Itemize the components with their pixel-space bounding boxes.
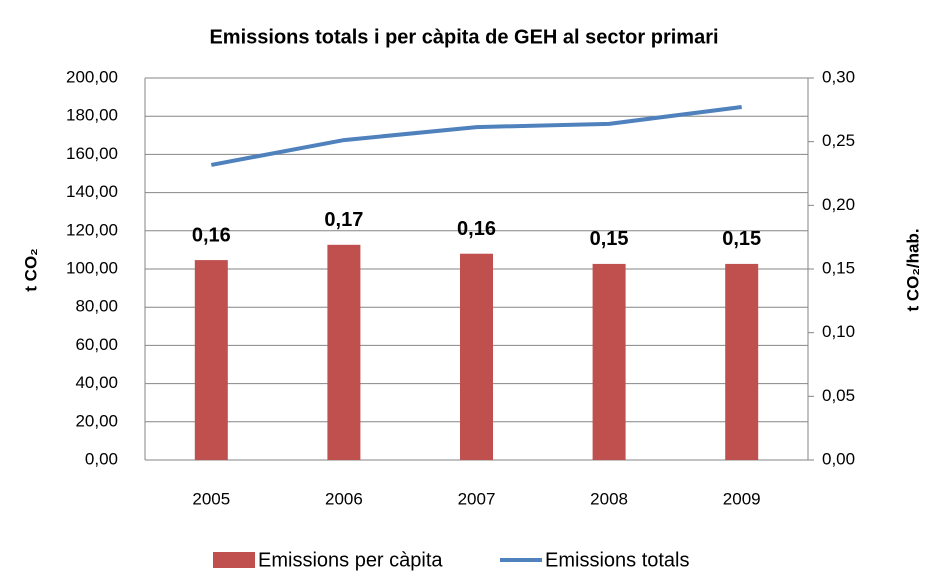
y-tick-label: 40,00 [75, 373, 118, 392]
x-tick-label: 2007 [458, 489, 496, 508]
data-label: 0,16 [457, 218, 496, 240]
data-label: 0,16 [192, 224, 231, 246]
data-label: 0,15 [590, 228, 629, 250]
x-tick-label: 2005 [192, 489, 230, 508]
chart-title: Emissions totals i per càpita de GEH al … [209, 26, 718, 48]
y2-tick-label: 0,00 [822, 449, 855, 468]
y-tick-label: 160,00 [66, 144, 118, 163]
x-tick-label: 2009 [723, 489, 761, 508]
y-tick-label: 80,00 [75, 297, 118, 316]
data-label: 0,15 [722, 228, 761, 250]
y-tick-label: 140,00 [66, 182, 118, 201]
bar [327, 244, 361, 460]
line [210, 105, 742, 167]
bar [592, 263, 626, 460]
y2-tick-label: 0,25 [822, 131, 855, 150]
y2-tick-label: 0,05 [822, 386, 855, 405]
bar [460, 253, 493, 460]
y-tick-label: 180,00 [66, 106, 118, 125]
bar [194, 260, 228, 460]
x-tick-label: 2008 [590, 489, 628, 508]
y-tick-label: 100,00 [66, 258, 118, 277]
y2-axis-title: t CO₂/hab. [903, 228, 922, 311]
y2-tick-label: 0,20 [822, 195, 855, 214]
legend-label: Emissions per càpita [258, 549, 443, 571]
legend-swatch [213, 552, 255, 568]
y2-tick-label: 0,10 [822, 322, 855, 341]
legend-label: Emissions totals [545, 549, 690, 571]
y-tick-label: 60,00 [75, 335, 118, 354]
data-label: 0,17 [324, 209, 363, 231]
y-tick-label: 0,00 [85, 449, 118, 468]
y-tick-label: 200,00 [66, 67, 118, 86]
y2-tick-label: 0,15 [822, 258, 855, 277]
bar [725, 263, 759, 460]
y-tick-label: 120,00 [66, 220, 118, 239]
y-axis-title: t CO₂ [21, 248, 40, 291]
x-tick-label: 2006 [325, 489, 363, 508]
y2-tick-label: 0,30 [822, 67, 855, 86]
y-tick-label: 20,00 [75, 411, 118, 430]
